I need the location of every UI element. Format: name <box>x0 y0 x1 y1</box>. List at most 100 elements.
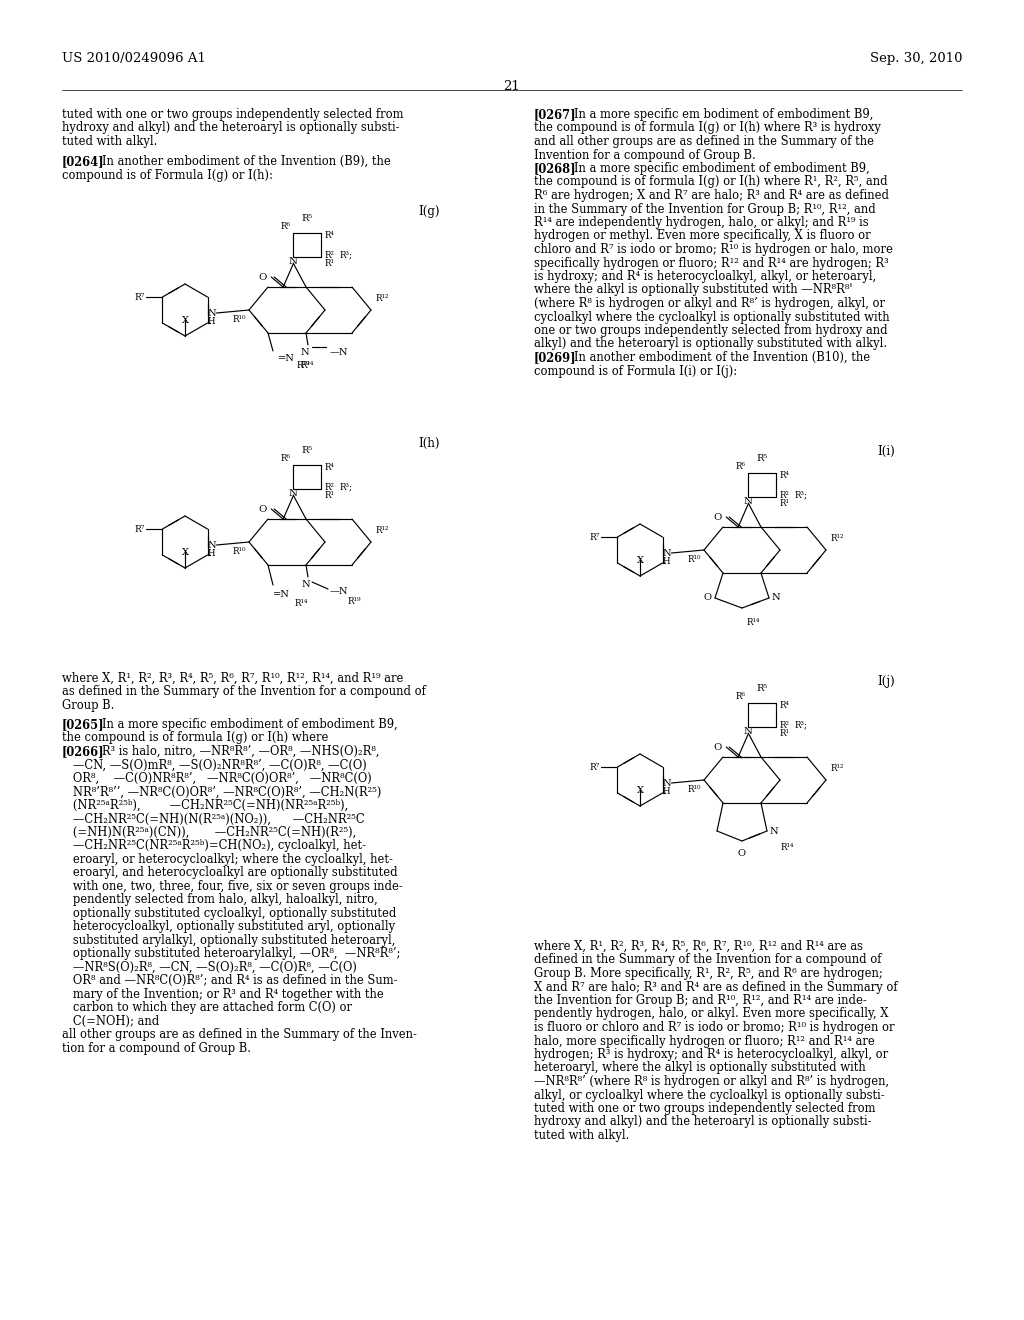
Text: R⁴: R⁴ <box>779 701 790 710</box>
Text: R⁵: R⁵ <box>302 214 312 223</box>
Text: mary of the Invention; or R³ and R⁴ together with the: mary of the Invention; or R³ and R⁴ toge… <box>62 987 384 1001</box>
Text: substituted arylalkyl, optionally substituted heteroaryl,: substituted arylalkyl, optionally substi… <box>62 935 395 946</box>
Text: eroaryl, or heterocycloalkyl; where the cycloalkyl, het-: eroaryl, or heterocycloalkyl; where the … <box>62 853 393 866</box>
Text: O: O <box>714 512 722 521</box>
Text: alkyl, or cycloalkyl where the cycloalkyl is optionally substi-: alkyl, or cycloalkyl where the cycloalky… <box>534 1089 885 1101</box>
Text: X: X <box>637 785 643 795</box>
Text: where X, R¹, R², R³, R⁴, R⁵, R⁶, R⁷, R¹⁰, R¹² and R¹⁴ are as: where X, R¹, R², R³, R⁴, R⁵, R⁶, R⁷, R¹⁰… <box>534 940 863 953</box>
Text: R⁶: R⁶ <box>281 454 290 463</box>
Text: R²: R² <box>325 483 334 492</box>
Text: O: O <box>714 742 722 751</box>
Text: is fluoro or chloro and R⁷ is iodo or bromo; R¹⁰ is hydrogen or: is fluoro or chloro and R⁷ is iodo or br… <box>534 1020 895 1034</box>
Text: R¹⁰: R¹⁰ <box>232 315 246 323</box>
Text: tuted with one or two groups independently selected from: tuted with one or two groups independent… <box>534 1102 876 1115</box>
Text: R⁶: R⁶ <box>281 222 290 231</box>
Text: —NR⁸R⁸’ (where R⁸ is hydrogen or alkyl and R⁸’ is hydrogen,: —NR⁸R⁸’ (where R⁸ is hydrogen or alkyl a… <box>534 1074 889 1088</box>
Text: defined in the Summary of the Invention for a compound of: defined in the Summary of the Invention … <box>534 953 882 966</box>
Text: hydrogen or methyl. Even more specifically, X is fluoro or: hydrogen or methyl. Even more specifical… <box>534 230 870 243</box>
Text: N: N <box>743 496 753 506</box>
Text: [0268]: [0268] <box>534 162 577 176</box>
Text: N: N <box>769 826 777 836</box>
Text: N: N <box>771 594 779 602</box>
Text: and all other groups are as defined in the Summary of the: and all other groups are as defined in t… <box>534 135 874 148</box>
Text: H: H <box>208 317 215 326</box>
Text: R¹²: R¹² <box>831 764 845 774</box>
Text: —N: —N <box>330 586 348 595</box>
Text: R²: R² <box>325 251 334 260</box>
Text: R¹⁴: R¹⁴ <box>746 618 761 627</box>
Text: heterocycloalkyl, optionally substituted aryl, optionally: heterocycloalkyl, optionally substituted… <box>62 920 395 933</box>
Text: tuted with one or two groups independently selected from: tuted with one or two groups independent… <box>62 108 403 121</box>
Text: N: N <box>207 309 216 318</box>
Text: is hydroxy; and R⁴ is heterocycloalkyl, alkyl, or heteroaryl,: is hydroxy; and R⁴ is heterocycloalkyl, … <box>534 271 877 282</box>
Text: R¹²: R¹² <box>376 294 389 304</box>
Text: R¹: R¹ <box>779 729 790 738</box>
Text: I(h): I(h) <box>419 437 440 450</box>
Text: compound is of Formula I(g) or I(h):: compound is of Formula I(g) or I(h): <box>62 169 272 182</box>
Text: R⁴: R⁴ <box>325 231 334 239</box>
Text: R³ is halo, nitro, —NR⁸R⁸’, —OR⁸, —NHS(O)₂R⁸,: R³ is halo, nitro, —NR⁸R⁸’, —OR⁸, —NHS(O… <box>91 744 380 758</box>
Text: [0266]: [0266] <box>62 744 104 758</box>
Text: with one, two, three, four, five, six or seven groups inde-: with one, two, three, four, five, six or… <box>62 880 402 892</box>
Text: R⁵: R⁵ <box>302 446 312 455</box>
Text: N: N <box>663 549 671 558</box>
Text: optionally substituted cycloalkyl, optionally substituted: optionally substituted cycloalkyl, optio… <box>62 907 396 920</box>
Text: Group B. More specifically, R¹, R², R⁵, and R⁶ are hydrogen;: Group B. More specifically, R¹, R², R⁵, … <box>534 968 883 979</box>
Text: O: O <box>259 504 267 513</box>
Text: X and R⁷ are halo; R³ and R⁴ are as defined in the Summary of: X and R⁷ are halo; R³ and R⁴ are as defi… <box>534 981 898 994</box>
Text: specifically hydrogen or fluoro; R¹² and R¹⁴ are hydrogen; R³: specifically hydrogen or fluoro; R¹² and… <box>534 256 889 269</box>
Text: the compound is of formula I(g) or I(h) where R³ is hydroxy: the compound is of formula I(g) or I(h) … <box>534 121 881 135</box>
Text: I(i): I(i) <box>878 445 895 458</box>
Text: I(g): I(g) <box>419 205 440 218</box>
Text: hydroxy and alkyl) and the heteroaryl is optionally substi-: hydroxy and alkyl) and the heteroaryl is… <box>62 121 399 135</box>
Text: all other groups are as defined in the Summary of the Inven-: all other groups are as defined in the S… <box>62 1028 417 1041</box>
Text: —CH₂NR²⁵C(NR²⁵ᵃR²⁵ᵇ)=CH(NO₂), cycloalkyl, het-: —CH₂NR²⁵C(NR²⁵ᵃR²⁵ᵇ)=CH(NO₂), cycloalkyl… <box>62 840 366 853</box>
Text: N: N <box>289 488 298 498</box>
Text: O: O <box>738 849 746 858</box>
Text: optionally substituted heteroarylalkyl, —OR⁸,  —NR⁸R⁸’;: optionally substituted heteroarylalkyl, … <box>62 948 400 961</box>
Text: X: X <box>637 556 643 565</box>
Text: OR⁸ and —NR⁸C(O)R⁸’; and R⁴ is as defined in the Sum-: OR⁸ and —NR⁸C(O)R⁸’; and R⁴ is as define… <box>62 974 397 987</box>
Text: pendently hydrogen, halo, or alkyl. Even more specifically, X: pendently hydrogen, halo, or alkyl. Even… <box>534 1007 889 1020</box>
Text: H: H <box>663 557 671 566</box>
Text: R²: R² <box>779 491 790 500</box>
Text: N: N <box>301 348 309 356</box>
Text: cycloalkyl where the cycloalkyl is optionally substituted with: cycloalkyl where the cycloalkyl is optio… <box>534 310 890 323</box>
Text: R²: R² <box>779 721 790 730</box>
Text: R¹⁹: R¹⁹ <box>296 360 309 370</box>
Text: R⁷: R⁷ <box>589 763 599 772</box>
Text: —N: —N <box>330 348 348 356</box>
Text: [0264]: [0264] <box>62 156 104 168</box>
Text: R³;: R³; <box>795 721 807 730</box>
Text: R⁷: R⁷ <box>134 525 144 535</box>
Text: (where R⁸ is hydrogen or alkyl and R⁸’ is hydrogen, alkyl, or: (where R⁸ is hydrogen or alkyl and R⁸’ i… <box>534 297 885 310</box>
Text: NR⁸’R⁸’’, —NR⁸C(O)OR⁸’, —NR⁸C(O)R⁸’, —CH₂N(R²⁵): NR⁸’R⁸’’, —NR⁸C(O)OR⁸’, —NR⁸C(O)R⁸’, —CH… <box>62 785 381 799</box>
Text: R¹: R¹ <box>325 259 334 268</box>
Text: R⁷: R⁷ <box>589 533 599 543</box>
Text: R¹⁰: R¹⁰ <box>687 554 701 564</box>
Text: Invention for a compound of Group B.: Invention for a compound of Group B. <box>534 149 756 161</box>
Text: N: N <box>743 726 753 735</box>
Text: where X, R¹, R², R³, R⁴, R⁵, R⁶, R⁷, R¹⁰, R¹², R¹⁴, and R¹⁹ are: where X, R¹, R², R³, R⁴, R⁵, R⁶, R⁷, R¹⁰… <box>62 672 403 685</box>
Text: In a more specific embodiment of embodiment B9,: In a more specific embodiment of embodim… <box>563 162 870 176</box>
Text: R¹: R¹ <box>325 491 334 500</box>
Text: R⁴: R⁴ <box>779 470 790 479</box>
Text: R¹⁴: R¹⁴ <box>301 360 314 370</box>
Text: chloro and R⁷ is iodo or bromo; R¹⁰ is hydrogen or halo, more: chloro and R⁷ is iodo or bromo; R¹⁰ is h… <box>534 243 893 256</box>
Text: R⁷: R⁷ <box>134 293 144 302</box>
Text: R¹⁴: R¹⁴ <box>295 599 308 609</box>
Text: [0265]: [0265] <box>62 718 104 731</box>
Text: C(=NOH); and: C(=NOH); and <box>62 1015 160 1028</box>
Text: In another embodiment of the Invention (B9), the: In another embodiment of the Invention (… <box>91 156 391 168</box>
Text: tuted with alkyl.: tuted with alkyl. <box>62 135 158 148</box>
Text: N: N <box>663 779 671 788</box>
Text: R⁶: R⁶ <box>735 692 745 701</box>
Text: R³;: R³; <box>339 483 352 491</box>
Text: R¹²: R¹² <box>831 535 845 543</box>
Text: [0267]: [0267] <box>534 108 577 121</box>
Text: =N: =N <box>273 590 290 599</box>
Text: Sep. 30, 2010: Sep. 30, 2010 <box>869 51 962 65</box>
Text: In a more specific embodiment of embodiment B9,: In a more specific embodiment of embodim… <box>91 718 398 731</box>
Text: (NR²⁵ᵃR²⁵ᵇ),        —CH₂NR²⁵C(=NH)(NR²⁵ᵃR²⁵ᵇ),: (NR²⁵ᵃR²⁵ᵇ), —CH₂NR²⁵C(=NH)(NR²⁵ᵃR²⁵ᵇ), <box>62 799 348 812</box>
Text: O: O <box>705 594 712 602</box>
